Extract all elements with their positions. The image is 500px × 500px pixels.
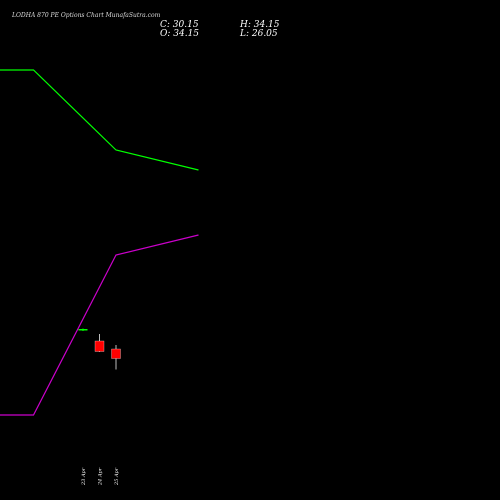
x-axis-ticks: 23 Apr 24 Apr 25 Apr [81, 467, 120, 486]
chart-title: LODHA 870 PE Options Chart MunafaSutra.c… [11, 12, 161, 19]
band-lines [0, 69, 199, 416]
candle-body [94, 340, 105, 352]
x-tick-label: 23 Apr [81, 467, 87, 486]
band-line-2 [0, 234, 199, 416]
candles [78, 328, 121, 370]
low-label: L: 26.05 [239, 29, 278, 39]
band-line-1 [0, 69, 199, 171]
open-label: O: 34.15 [160, 29, 199, 39]
high-label: H: 34.15 [239, 20, 280, 30]
close-label: C: 30.15 [160, 20, 199, 30]
x-tick-label: 24 Apr [98, 467, 104, 486]
x-tick-label: 25 Apr [114, 467, 120, 486]
candle-body [78, 329, 88, 331]
candle-body [111, 348, 121, 359]
